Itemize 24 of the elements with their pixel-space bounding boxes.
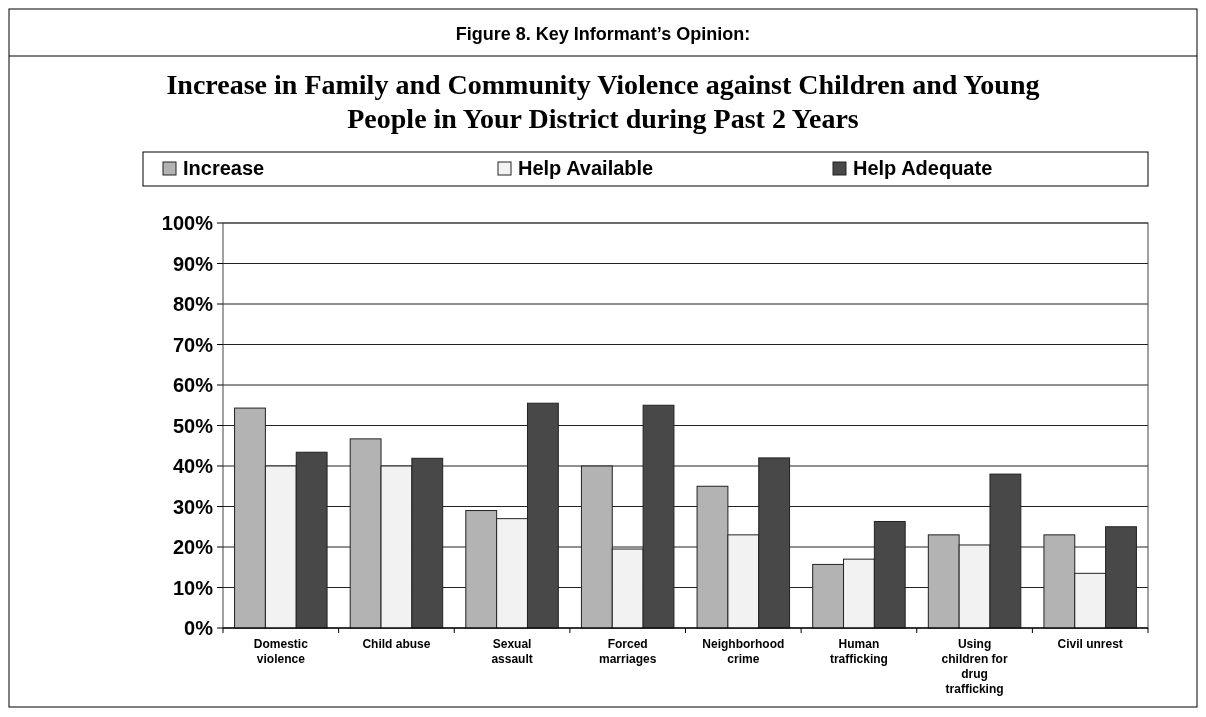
x-tick-label: Human trafficking bbox=[829, 637, 888, 666]
y-tick-label: 90% bbox=[172, 252, 214, 275]
x-tick-label: Civil unrest bbox=[1057, 637, 1123, 651]
y-tick-label: 0% bbox=[184, 617, 214, 639]
chart-subtitle: Increase in Family and Community Violence against Children and Young People in Your District during Past 2 Years bbox=[166, 69, 1040, 134]
y-tick-label: 70% bbox=[172, 333, 214, 356]
y-tick-label: 50% bbox=[172, 414, 214, 437]
y-tick-label: 80% bbox=[172, 293, 214, 315]
y-tick-label: 40% bbox=[172, 455, 214, 477]
x-tick-label: Forced marriages bbox=[599, 637, 657, 666]
x-tick-label: Neighborhood crime bbox=[702, 637, 785, 666]
legend-label: Increase bbox=[183, 157, 265, 179]
y-tick-label: 10% bbox=[172, 576, 214, 599]
x-tick-label: Child abuse bbox=[362, 637, 431, 651]
y-tick-label: 60% bbox=[172, 374, 214, 396]
x-tick-label: Using children for drug trafficking bbox=[941, 637, 1008, 696]
chart-title: Figure 8. Key Informant’s Opinion: bbox=[455, 24, 751, 44]
x-tick-label: Sexual assault bbox=[491, 637, 533, 666]
x-tick-label: Domestic violence bbox=[253, 637, 309, 666]
legend-label: Help Adequate bbox=[853, 157, 993, 179]
y-tick-label: 20% bbox=[172, 536, 214, 558]
y-tick-label: 100% bbox=[161, 212, 214, 234]
legend-label: Help Available bbox=[518, 157, 654, 179]
y-tick-label: 30% bbox=[172, 495, 214, 518]
